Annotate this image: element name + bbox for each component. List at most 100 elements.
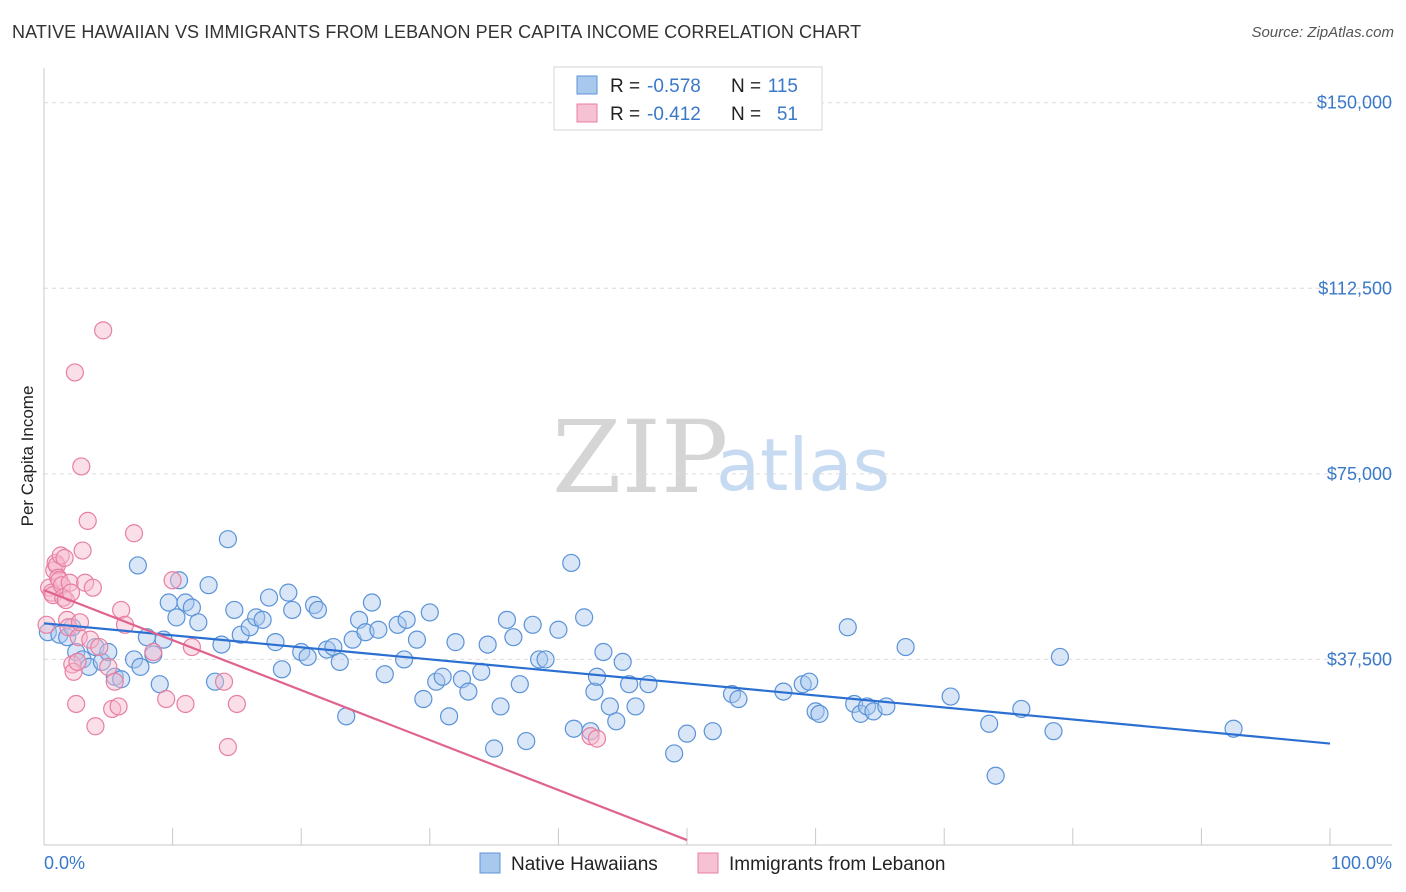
native-hawaiians-point-82 (587, 667, 607, 686)
native-hawaiians-point-52 (375, 665, 394, 684)
y-tick-label-1: $75,000 (1327, 464, 1392, 484)
native-hawaiians-point-9 (99, 642, 118, 662)
native-hawaiians-point-90 (665, 744, 684, 763)
native-hawaiians-point-54 (394, 650, 414, 669)
legend-n-label-2: N = (731, 104, 761, 125)
native-hawaiians-point-87 (620, 675, 639, 694)
native-hawaiians-point-80 (581, 722, 600, 741)
native-hawaiians-point-77 (562, 553, 581, 573)
native-hawaiians-point-51 (369, 620, 388, 639)
native-hawaiians-point-92 (703, 722, 722, 741)
lebanon-point-23 (69, 628, 88, 647)
native-hawaiians-point-12 (124, 650, 144, 669)
legend-n-label-1: N = (731, 76, 761, 97)
trend-lines (43, 589, 1331, 842)
lebanon-point-44 (176, 694, 195, 714)
native-hawaiians-point-83 (594, 642, 613, 662)
lebanon-point-26 (73, 541, 92, 560)
native-hawaiians-point-67 (485, 739, 504, 758)
lebanon-point-19 (64, 662, 83, 681)
legend-r-value-1: -0.578 (647, 76, 701, 97)
series-immigrants-lebanon (37, 321, 607, 757)
y-tick-labels: $37,500 $75,000 $112,500 $150,000 (1317, 93, 1392, 670)
lebanon-point-42 (157, 689, 176, 709)
lebanon-point-21 (67, 694, 86, 714)
native-hawaiians-point-109 (986, 766, 1005, 785)
native-hawaiians-point-71 (510, 675, 529, 694)
legend-box (553, 66, 823, 131)
watermark-atlas: atlas (716, 423, 890, 507)
native-hawaiians-point-29 (225, 600, 244, 620)
bottom-legend-label-1: Native Hawaiians (511, 854, 658, 875)
native-hawaiians-point-36 (272, 660, 292, 679)
native-hawaiians-point-38 (283, 600, 302, 620)
native-hawaiians-point-42 (308, 600, 328, 620)
lebanon-point-12 (55, 548, 74, 568)
legend-swatch-blue (576, 75, 598, 95)
native-hawaiians-point-68 (491, 697, 510, 716)
native-hawaiians-point-13 (128, 556, 147, 575)
correlation-legend: R = -0.578 N = 115 R = -0.412 N = 51 (553, 66, 823, 131)
native-hawaiians-point-73 (523, 615, 542, 634)
native-hawaiians-point-53 (388, 615, 407, 634)
native-hawaiians-point-99 (810, 704, 829, 723)
native-hawaiians-point-106 (896, 637, 915, 657)
native-hawaiians-point-50 (362, 593, 382, 612)
lebanon-point-32 (90, 637, 109, 657)
legend-r-label-1: R = (610, 76, 640, 97)
native-hawaiians-point-75 (536, 650, 555, 669)
bottom-legend-swatch-blue (479, 852, 501, 874)
native-hawaiians-point-58 (420, 603, 439, 622)
x-tick-label-min: 0.0% (44, 853, 85, 873)
y-tick-label-3: $150,000 (1317, 93, 1392, 113)
lebanon-point-31 (86, 717, 105, 736)
native-hawaiians-point-25 (199, 576, 218, 595)
native-hawaiians-point-37 (279, 583, 298, 602)
x-ticks (172, 828, 1331, 845)
native-hawaiians-point-112 (1050, 647, 1070, 667)
native-hawaiians-point-81 (585, 682, 604, 701)
native-hawaiians-point-33 (253, 610, 272, 629)
legend-n-value-2: 51 (777, 104, 798, 125)
native-hawaiians-point-107 (941, 687, 960, 706)
native-hawaiians-point-79 (575, 608, 594, 627)
native-hawaiians-point-28 (218, 530, 237, 549)
gridlines (44, 102, 1392, 660)
trend-line-lebanon (43, 589, 688, 842)
native-hawaiians-point-66 (478, 635, 497, 654)
lebanon-point-38 (112, 600, 131, 620)
y-tick-label-2: $112,500 (1318, 278, 1392, 298)
native-hawaiians-point-72 (517, 731, 536, 751)
native-hawaiians-point-61 (439, 707, 459, 726)
native-hawaiians-point-113 (1224, 719, 1243, 738)
y-axis-label: Per Capita Income (18, 386, 37, 527)
native-hawaiians-point-85 (607, 712, 626, 731)
axes (43, 68, 1392, 846)
bottom-legend-swatch-pink (697, 852, 719, 874)
native-hawaiians-point-55 (397, 610, 416, 629)
legend-r-label-2: R = (610, 104, 640, 125)
native-hawaiians-point-88 (626, 697, 645, 716)
source-label: Source: ZipAtlas.com (1251, 24, 1394, 41)
native-hawaiians-point-69 (497, 610, 517, 629)
native-hawaiians-point-110 (1012, 699, 1031, 719)
lebanon-point-33 (94, 321, 113, 340)
lebanon-point-36 (105, 672, 124, 691)
native-hawaiians-point-35 (266, 633, 285, 652)
native-hawaiians-point-74 (530, 650, 549, 669)
native-hawaiians-point-57 (414, 689, 433, 709)
native-hawaiians-point-24 (189, 613, 208, 632)
lebanon-point-43 (163, 571, 182, 590)
native-hawaiians-point-86 (613, 652, 632, 672)
y-tick-label-0: $37,500 (1327, 649, 1392, 669)
lebanon-point-47 (218, 737, 237, 757)
native-hawaiians-point-56 (407, 630, 427, 649)
native-hawaiians-point-97 (800, 672, 819, 691)
native-hawaiians-point-78 (564, 719, 583, 738)
native-hawaiians-point-91 (677, 724, 697, 743)
native-hawaiians-point-34 (259, 588, 279, 607)
legend-n-value-1: 115 (768, 76, 798, 97)
lebanon-point-30 (83, 578, 102, 597)
lebanon-point-37 (109, 697, 128, 716)
